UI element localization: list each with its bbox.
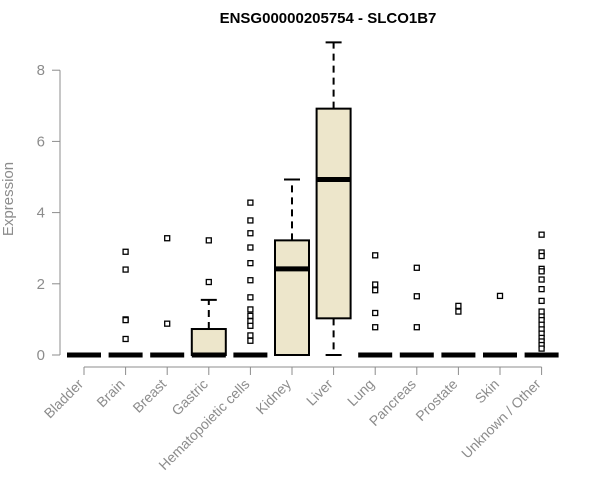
- outlier-point: [247, 294, 254, 301]
- y-tick-label: 4: [37, 205, 45, 222]
- x-tick-label: Lung: [344, 376, 377, 409]
- outlier-point: [247, 199, 254, 206]
- outlier-point: [247, 312, 254, 319]
- box-series: [67, 41, 559, 358]
- x-tick-label: Prostate: [412, 376, 460, 424]
- outlier-point: [538, 252, 545, 260]
- x-tick-label: Brain: [93, 376, 127, 410]
- box-body: [274, 239, 310, 356]
- y-axis-label: Expression: [0, 162, 17, 236]
- outlier-point: [205, 278, 212, 286]
- outlier-point: [247, 306, 254, 313]
- outlier-point: [496, 292, 504, 300]
- y-tick-label: 2: [37, 276, 45, 293]
- outlier-point: [538, 297, 545, 305]
- outlier-point: [247, 337, 254, 344]
- outlier-point: [372, 324, 379, 331]
- box-10: [483, 292, 517, 358]
- outlier-point: [372, 309, 379, 317]
- outlier-point: [164, 235, 171, 242]
- outlier-point: [247, 322, 254, 329]
- box-9: [441, 302, 476, 358]
- x-tick-label: Bladder: [41, 376, 87, 422]
- outlier-point: [122, 248, 129, 255]
- outlier-point: [538, 285, 545, 293]
- outlier-point: [247, 277, 254, 284]
- x-tick-label: Unknown / Other: [458, 376, 544, 462]
- x-tick-label: Breast: [129, 376, 169, 416]
- y-tick-label: 6: [37, 133, 45, 150]
- box-11: [524, 231, 559, 358]
- outlier-point: [538, 276, 545, 283]
- outlier-point: [164, 320, 171, 327]
- outlier-point: [538, 231, 545, 238]
- outlier-point: [247, 230, 254, 237]
- outlier-point: [372, 252, 379, 259]
- outlier-point: [122, 316, 129, 324]
- box-1: [108, 248, 143, 358]
- y-tick-label: 0: [37, 347, 45, 364]
- box-body: [315, 107, 352, 320]
- box-3: [190, 237, 227, 358]
- outlier-point: [247, 260, 254, 267]
- box-5: [274, 178, 310, 356]
- outlier-point: [205, 237, 212, 244]
- x-tick-label: Skin: [472, 376, 503, 407]
- y-axis: 0 2 4 6 8: [37, 62, 61, 364]
- box-6: [315, 41, 352, 356]
- outlier-point: [413, 293, 420, 300]
- box-8: [399, 264, 434, 358]
- chart-title: ENSG00000205754 - SLCO1B7: [220, 10, 437, 27]
- box-body: [190, 328, 227, 356]
- outlier-point: [413, 264, 420, 271]
- outlier-point: [247, 217, 254, 224]
- outlier-point: [538, 345, 545, 352]
- box-4: [233, 199, 268, 358]
- outlier-point: [413, 324, 420, 331]
- outlier-point: [247, 332, 254, 339]
- outlier-point: [122, 266, 129, 273]
- x-tick-label: Kidney: [253, 376, 295, 418]
- outlier-point: [538, 268, 545, 275]
- outlier-point: [372, 287, 379, 294]
- outlier-point: [372, 281, 379, 288]
- outlier-point: [538, 308, 545, 315]
- outlier-point: [455, 302, 462, 310]
- outlier-point: [122, 335, 129, 343]
- y-tick-label: 8: [37, 62, 45, 79]
- outlier-point: [455, 308, 462, 315]
- x-tick-label: Liver: [303, 376, 336, 409]
- box-2: [150, 235, 185, 358]
- outlier-point: [247, 244, 254, 251]
- box-7: [358, 252, 393, 358]
